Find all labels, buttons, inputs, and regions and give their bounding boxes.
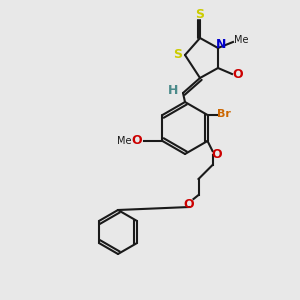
Text: O: O	[211, 148, 222, 161]
Text: Me: Me	[234, 35, 248, 45]
Text: S: S	[196, 8, 205, 22]
Text: N: N	[216, 38, 226, 52]
Text: H: H	[168, 83, 178, 97]
Text: Me: Me	[117, 136, 132, 146]
Text: Br: Br	[217, 109, 230, 119]
Text: O: O	[233, 68, 243, 80]
Text: O: O	[131, 134, 142, 148]
Text: O: O	[183, 199, 194, 212]
Text: S: S	[173, 49, 182, 62]
